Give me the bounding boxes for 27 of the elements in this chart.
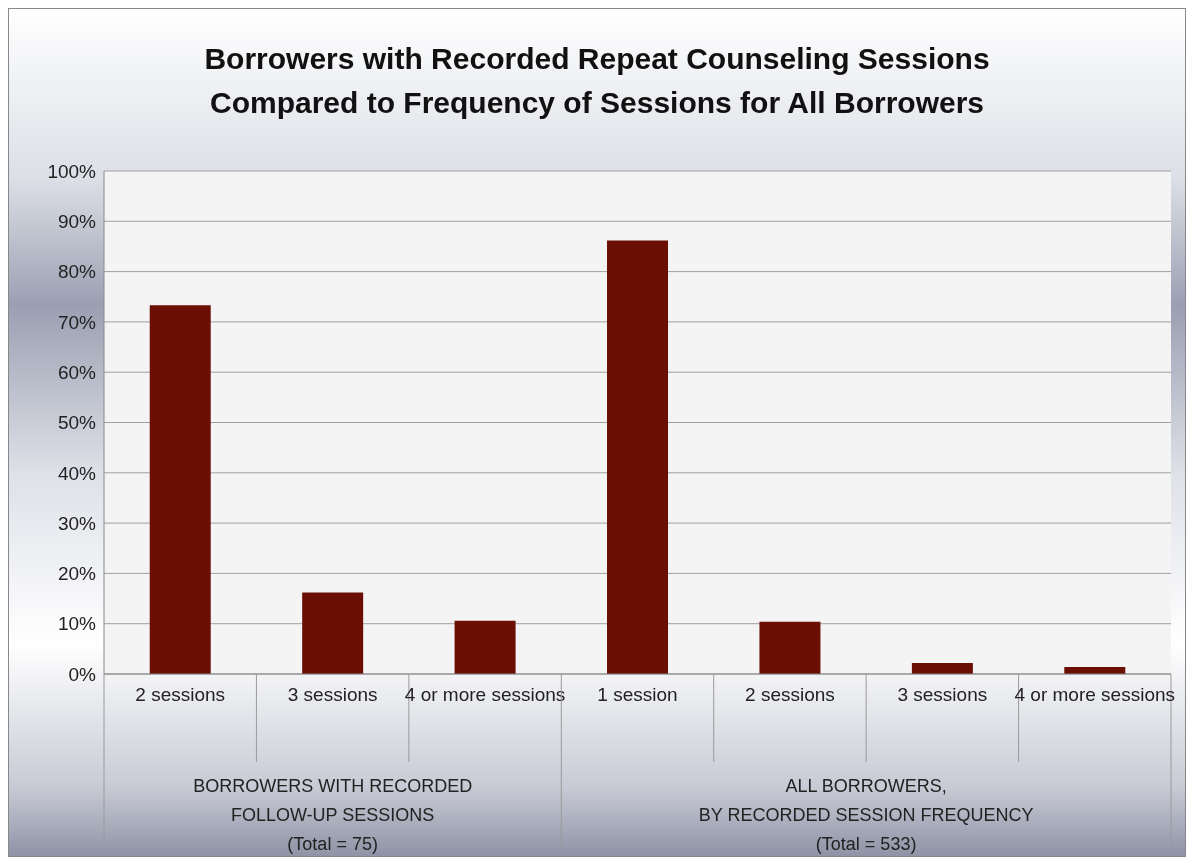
x-tick-label: 4 or more sessions [1014, 684, 1176, 706]
x-tick-label: 2 sessions [135, 684, 226, 706]
y-tick-label: 70% [57, 311, 97, 333]
y-tick-label: 30% [57, 512, 97, 534]
y-tick-label: 20% [57, 563, 97, 585]
x-tick-label: 1 session [597, 684, 678, 706]
chart-title: Borrowers with Recorded Repeat Counseling Sessions Compared to Frequency of Sessions for All Borrowers [203, 41, 991, 121]
x-tick-label: 2 sessions [745, 684, 835, 706]
y-tick-label: 60% [57, 361, 97, 383]
bar [759, 621, 821, 674]
y-tick-label: 0% [68, 663, 97, 685]
bar [911, 662, 973, 674]
y-tick-label: 80% [57, 261, 97, 283]
y-tick-label: 100% [47, 160, 97, 182]
bar [302, 592, 364, 674]
bar [607, 240, 669, 674]
y-tick-label: 50% [57, 412, 97, 434]
y-tick-label: 40% [57, 462, 97, 484]
bar [149, 305, 211, 674]
bar [454, 620, 516, 674]
y-tick-label: 90% [57, 211, 97, 233]
x-tick-label: 3 sessions [287, 684, 378, 706]
x-tick-label: 3 sessions [897, 684, 988, 706]
text: ALL BORROWERS, BY RECORDED SESSION FREQUENCY (Total = 533) [697, 775, 1035, 856]
x-tick-label: 4 or more sessions [404, 684, 566, 706]
y-tick-label: 10% [57, 613, 97, 635]
text: BORROWERS WITH RECORDED FOLLOW-UP SESSIONS (Total = 75) [192, 775, 474, 856]
